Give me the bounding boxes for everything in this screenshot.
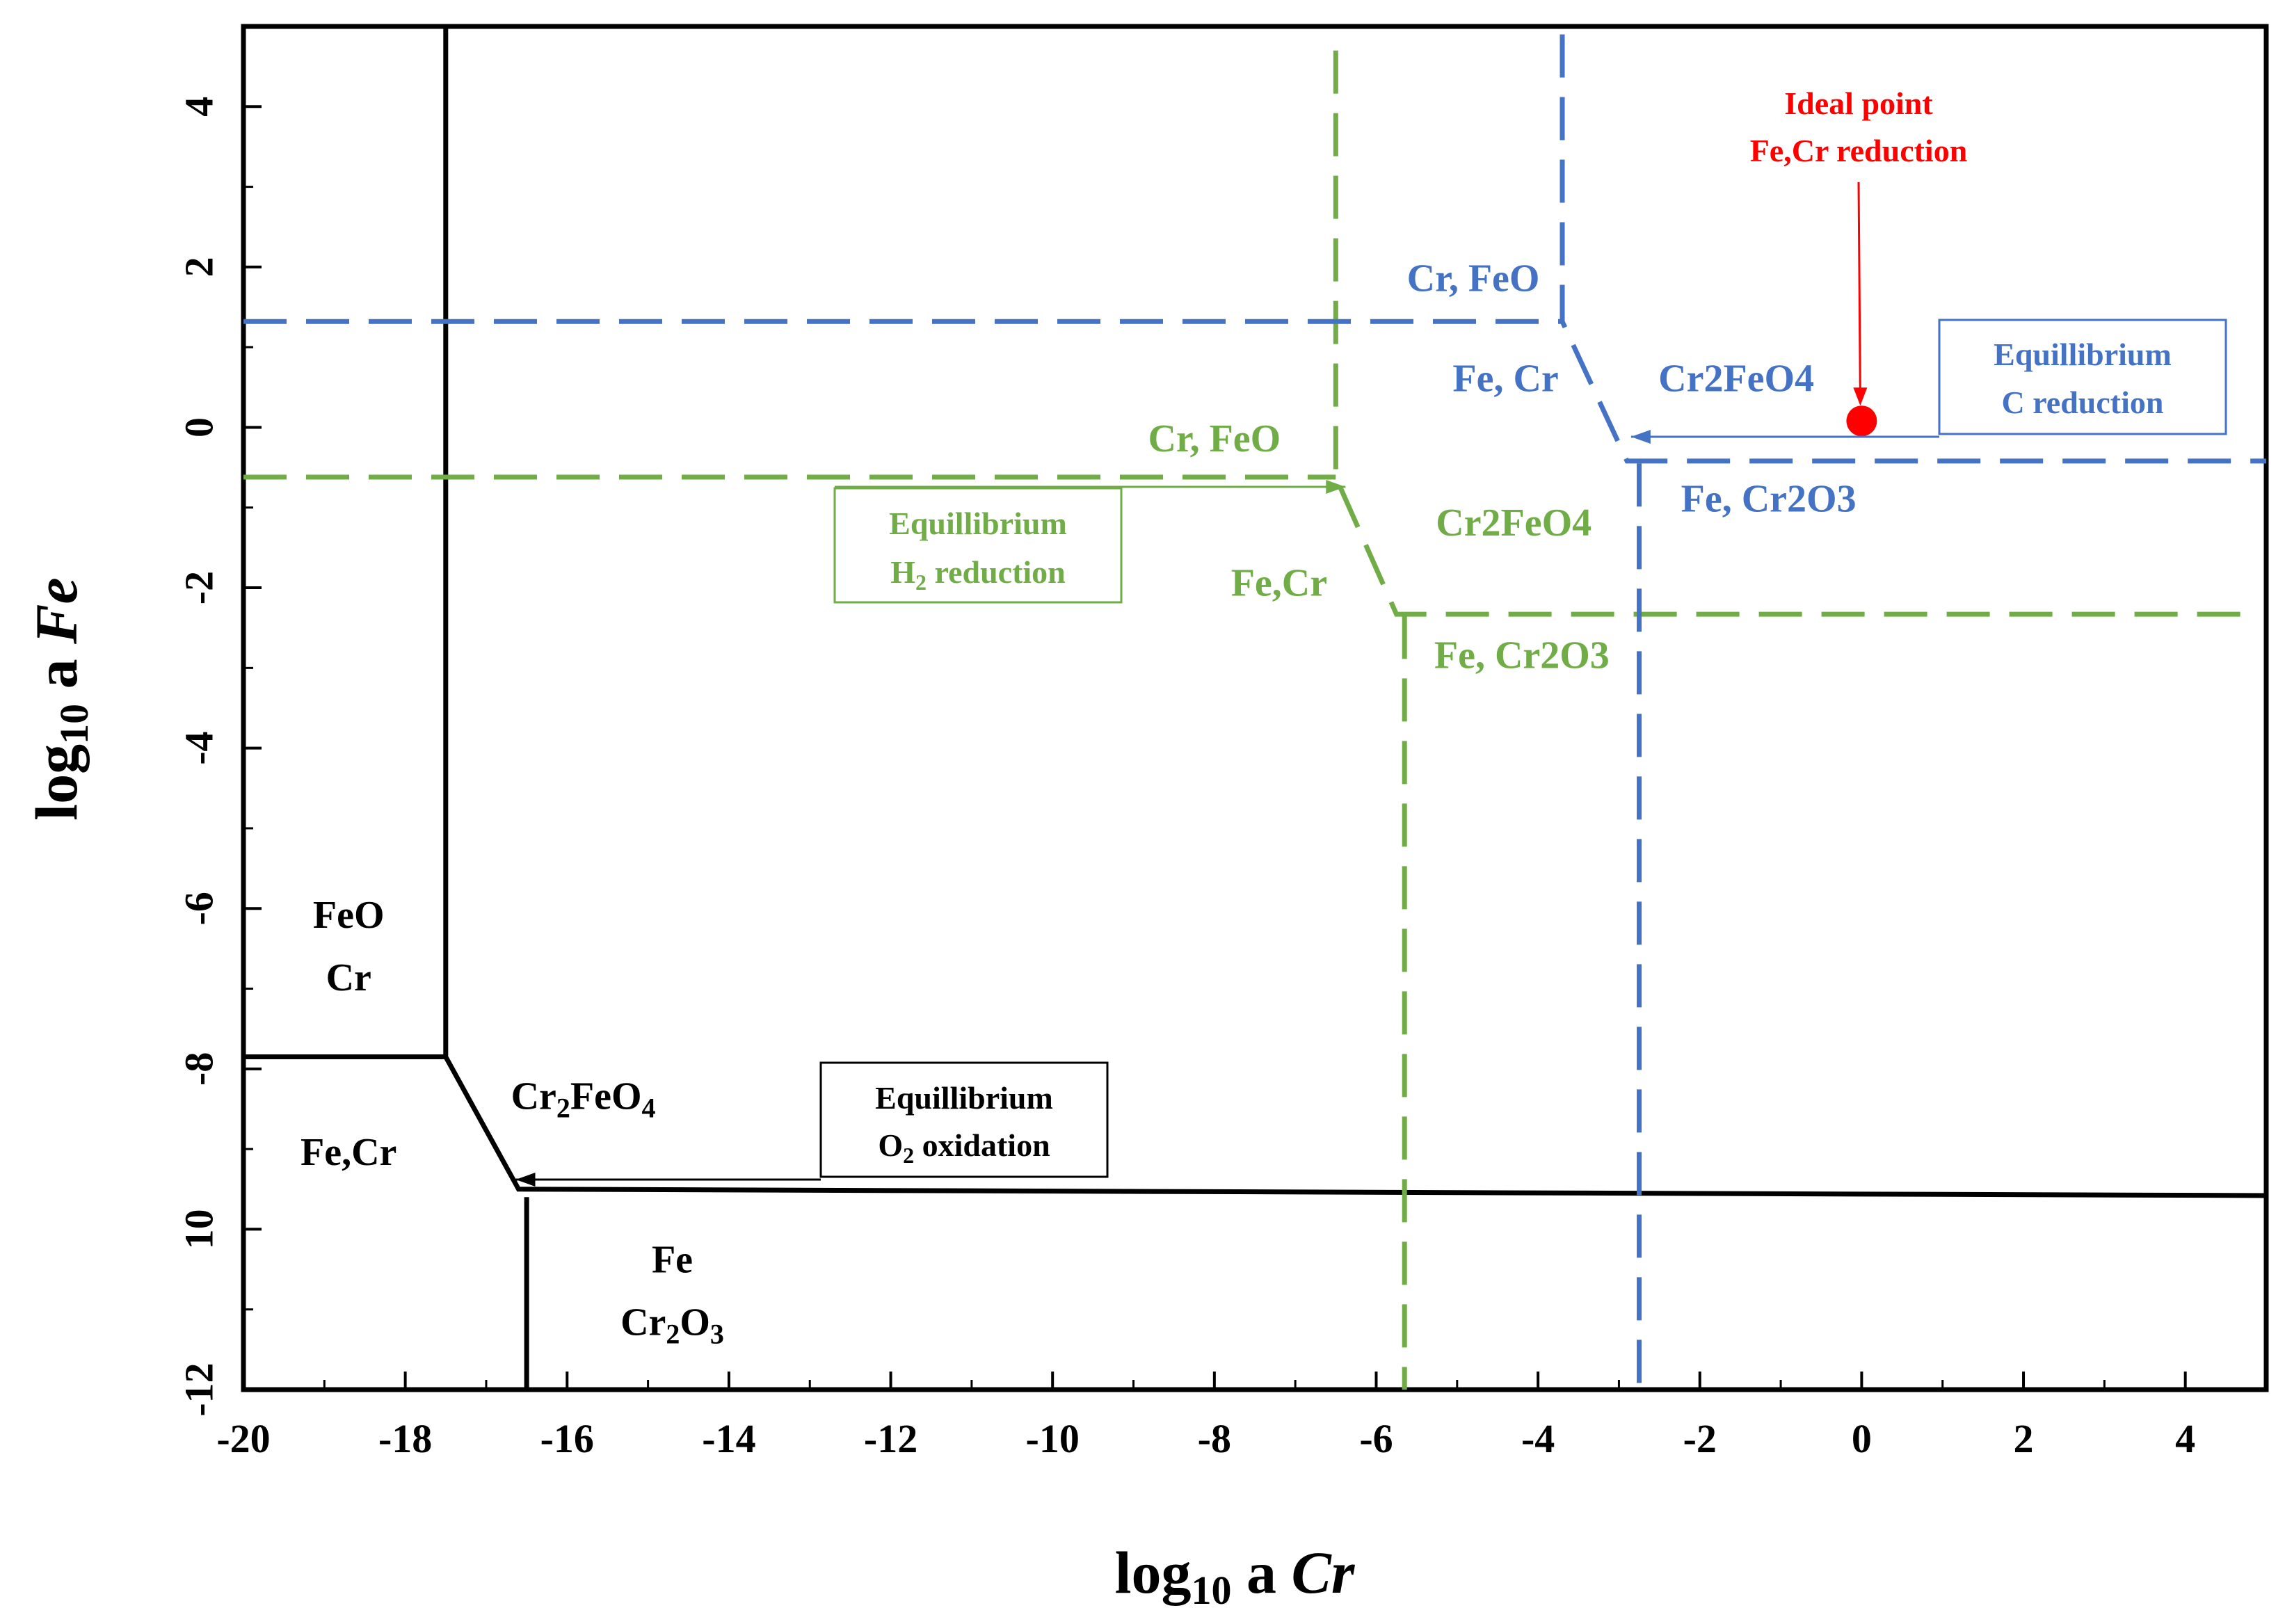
h2-legend-arrow-head — [1326, 480, 1346, 494]
x-tick-label: -6 — [1359, 1416, 1393, 1461]
y-tick-label: 4 — [176, 97, 221, 117]
region-label-c-3: Fe, Cr2O3 — [1681, 478, 1857, 521]
annotation-layer: FeO Cr Fe,Cr Cr2FeO4 Fe Cr2O3 Cr, FeO Cr2FeO4 Fe… — [300, 182, 1939, 1350]
y-tick-label: -6 — [176, 892, 221, 925]
y-tick-label: -4 — [176, 731, 221, 764]
ideal-point-label: Ideal point Fe,Cr reduction — [1750, 86, 1968, 168]
y-tick-label: -8 — [176, 1052, 221, 1086]
x-tick-label: 4 — [2175, 1416, 2195, 1461]
legend-box-o2: Equillibrium O2 oxidation — [819, 1061, 1109, 1178]
y-tick-label: -12 — [176, 1362, 221, 1416]
legend-c-line1: Equillibrium — [1994, 337, 2172, 372]
region-label-c-1: Fe, Cr — [1452, 357, 1558, 401]
legend-o2-line1: Equillibrium — [875, 1080, 1053, 1116]
region-label-o2-3-line1: Cr2O3 — [620, 1301, 724, 1350]
region-label-h2-2: Fe,Cr — [1231, 562, 1327, 605]
region-label-c-2: Cr2FeO4 — [1658, 357, 1814, 401]
ideal-arrow-head — [1853, 387, 1868, 406]
x-tick-label: -20 — [216, 1416, 270, 1461]
legend-h2-line2: H2 reduction — [890, 554, 1066, 595]
legend-box-c: Equillibrium C reduction — [1938, 319, 2227, 435]
series-line-c — [1560, 34, 2266, 464]
region-label-o2-1: Fe,Cr — [300, 1131, 396, 1174]
x-tick-label: -14 — [702, 1416, 755, 1461]
region-label-o2-0-line1: Cr — [326, 956, 371, 999]
legend-h2-line1: Equillibrium — [889, 506, 1067, 541]
series-c — [243, 34, 2266, 1390]
series-h2 — [243, 50, 2250, 1390]
series-layer — [243, 26, 2267, 1390]
x-tick-label: -4 — [1521, 1416, 1555, 1461]
x-tick-label: -18 — [378, 1416, 432, 1461]
series-o2 — [243, 26, 2267, 1390]
x-axis-label: log10 a Cr — [1115, 1539, 1356, 1613]
region-label-o2-2: Cr2FeO4 — [511, 1075, 656, 1123]
x-tick-label: -16 — [540, 1416, 594, 1461]
series-line-o2 — [443, 26, 2267, 1198]
x-tick-label: 2 — [2014, 1416, 2034, 1461]
region-label-o2-0-line0: FeO — [313, 894, 385, 937]
y-tick-label: 0 — [176, 417, 221, 437]
region-label-c-0: Cr, FeO — [1407, 257, 1540, 300]
region-label-o2-3-line0: Fe — [652, 1239, 693, 1282]
axis-ticks: -20 -18 -16 -14 -12 -10 -8 -6 -4 -2 0 2 4-1210-8-6-4… — [176, 97, 2195, 1461]
x-tick-label: 0 — [1852, 1416, 1872, 1461]
legend-box-h2: Equillibrium H2 reduction — [833, 487, 1123, 604]
y-tick-label: 2 — [176, 257, 221, 277]
x-tick-label: -12 — [864, 1416, 917, 1461]
o2-legend-arrow-head — [515, 1173, 536, 1187]
legend-c-line2: C reduction — [2002, 385, 2164, 420]
x-tick-label: -2 — [1683, 1416, 1717, 1461]
plot-frame — [241, 24, 2269, 1392]
region-label-h2-1: Cr2FeO4 — [1436, 501, 1592, 545]
ideal-label-line1: Ideal point — [1784, 86, 1933, 121]
ideal-label-line2: Fe,Cr reduction — [1750, 133, 1968, 168]
region-label-h2-3: Fe, Cr2O3 — [1434, 634, 1610, 677]
legend-o2-line2: O2 oxidation — [878, 1127, 1050, 1168]
y-tick-label: -2 — [176, 571, 221, 604]
ideal-arrow-line — [1857, 182, 1861, 398]
y-tick-label: 10 — [176, 1209, 221, 1249]
y-axis-label: log10 a Fe — [23, 577, 97, 820]
c-legend-arrow-head — [1630, 430, 1651, 444]
series-line-h2 — [1333, 50, 2250, 617]
x-tick-label: -8 — [1198, 1416, 1231, 1461]
x-tick-label: -10 — [1026, 1416, 1080, 1461]
region-label-h2-0: Cr, FeO — [1148, 417, 1281, 460]
ideal-point — [1846, 405, 1877, 437]
